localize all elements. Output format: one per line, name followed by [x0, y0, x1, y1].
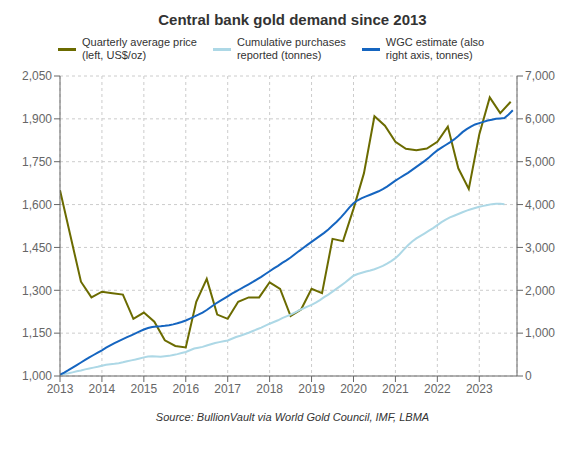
svg-text:1,000: 1,000: [22, 369, 52, 383]
svg-text:2019: 2019: [298, 382, 325, 396]
svg-text:1,450: 1,450: [22, 241, 52, 255]
svg-text:1,750: 1,750: [22, 155, 52, 169]
svg-text:2,000: 2,000: [525, 284, 555, 298]
svg-text:2013: 2013: [47, 382, 74, 396]
svg-text:2023: 2023: [466, 382, 493, 396]
svg-text:0: 0: [525, 369, 532, 383]
svg-text:2016: 2016: [172, 382, 199, 396]
svg-text:1,150: 1,150: [22, 326, 52, 340]
html-text:Quarterly average price (left,: Quarterly average price (left, US$/oz): [82, 36, 197, 61]
svg-text:2,050: 2,050: [22, 69, 52, 83]
svg-text:2018: 2018: [256, 382, 283, 396]
svg-text:2017: 2017: [214, 382, 241, 396]
svg-text:3,000: 3,000: [525, 241, 555, 255]
svg-text:2020: 2020: [340, 382, 367, 396]
html-text:WGC estimate (also right axis,: WGC estimate (also right axis, tonnes): [385, 36, 485, 61]
html-text:Central bank gold demand since: Central bank gold demand since 2013: [158, 11, 427, 28]
svg-text:1,900: 1,900: [22, 112, 52, 126]
svg-text:5,000: 5,000: [525, 155, 555, 169]
svg-text:1,300: 1,300: [22, 284, 52, 298]
svg-text:2015: 2015: [131, 382, 158, 396]
svg-text:1,600: 1,600: [22, 198, 52, 212]
svg-text:2021: 2021: [382, 382, 409, 396]
svg-text:2014: 2014: [89, 382, 116, 396]
html-text:Cumulative purchases reported: Cumulative purchases reported (tonnes): [237, 36, 346, 61]
svg-text:6,000: 6,000: [525, 112, 555, 126]
svg-text:7,000: 7,000: [525, 69, 555, 83]
svg-text:1,000: 1,000: [525, 326, 555, 340]
svg-text:4,000: 4,000: [525, 198, 555, 212]
svg-text:2022: 2022: [424, 382, 451, 396]
html-text:Source: BullionVault via World: Source: BullionVault via World Gold Coun…: [155, 411, 430, 423]
